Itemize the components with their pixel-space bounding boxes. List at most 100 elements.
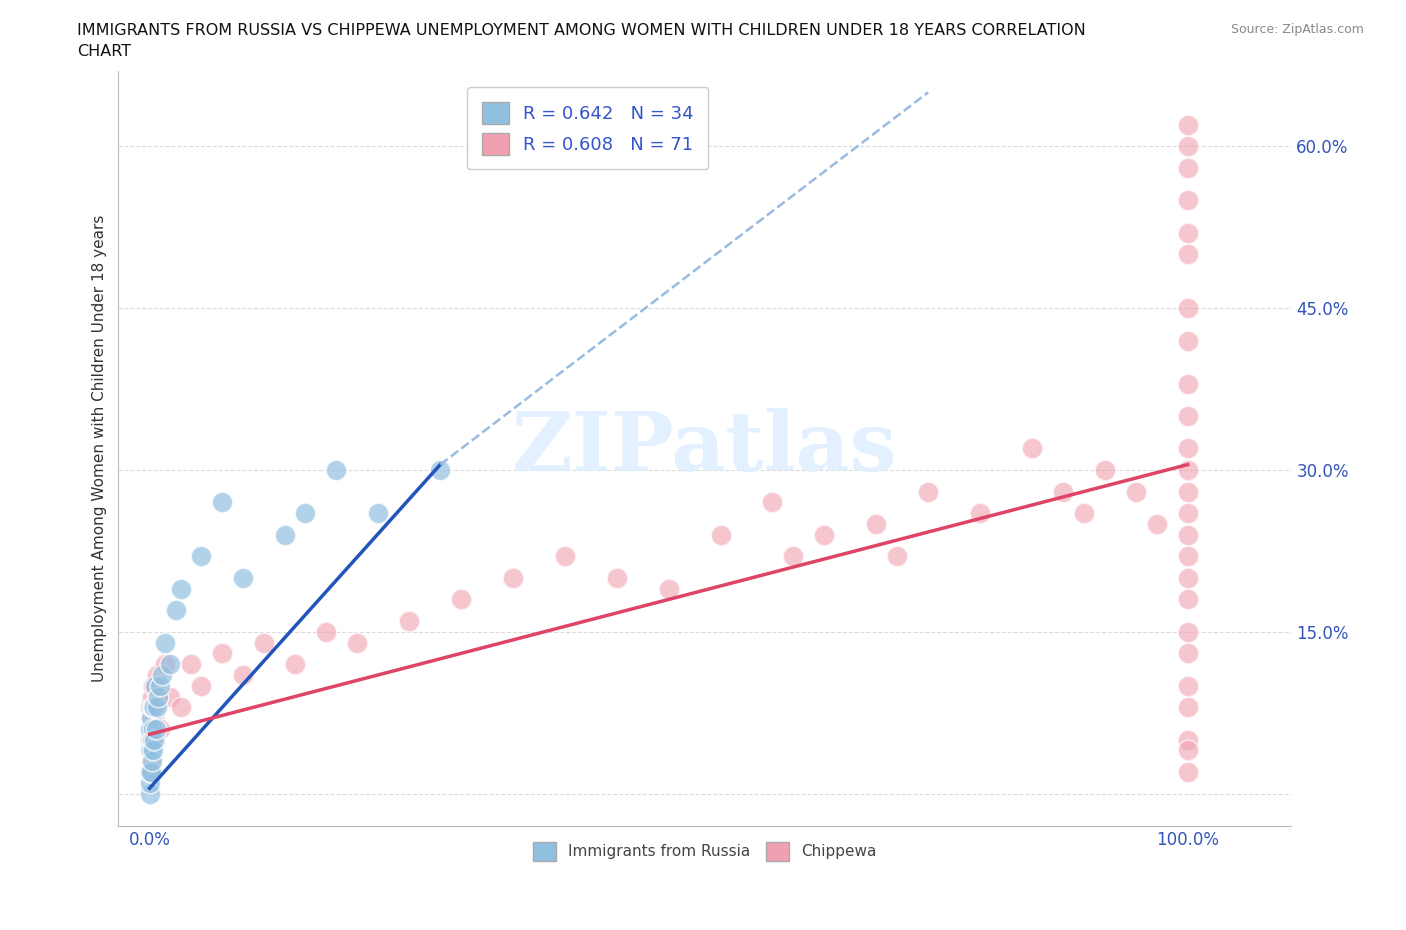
Text: Source: ZipAtlas.com: Source: ZipAtlas.com (1230, 23, 1364, 36)
Point (180, 657, 202, 671)
Point (761, 495, 783, 510)
Point (606, 570, 628, 585)
Point (253, 635, 276, 650)
Point (159, 657, 181, 671)
Point (153, 657, 176, 671)
Point (141, 732, 163, 747)
Point (142, 722, 165, 737)
Point (1177, 161, 1199, 176)
Point (554, 549, 576, 564)
Point (138, 722, 160, 737)
Point (138, 786, 160, 801)
Point (782, 549, 804, 564)
Point (1177, 462, 1199, 477)
Point (1177, 527, 1199, 542)
Point (325, 462, 347, 477)
Point (143, 732, 166, 747)
Point (346, 635, 368, 650)
Point (150, 668, 173, 683)
Point (969, 506, 991, 521)
Point (139, 754, 162, 769)
Point (232, 668, 254, 683)
Point (1177, 225, 1199, 240)
Point (170, 581, 193, 596)
Point (1177, 193, 1199, 207)
Point (813, 527, 835, 542)
Point (138, 743, 160, 758)
Point (211, 646, 233, 661)
Point (1177, 732, 1199, 747)
Point (1177, 408, 1199, 423)
Point (190, 678, 212, 693)
Point (865, 516, 887, 531)
Point (142, 678, 165, 693)
Point (1177, 570, 1199, 585)
Point (142, 711, 165, 725)
Point (1177, 700, 1199, 715)
Point (141, 754, 163, 769)
Point (1052, 485, 1074, 499)
Point (153, 635, 176, 650)
Point (367, 506, 389, 521)
Point (450, 592, 472, 607)
Point (429, 462, 451, 477)
Point (398, 614, 420, 629)
Point (142, 743, 165, 758)
Point (190, 549, 212, 564)
Point (138, 764, 160, 779)
Point (1177, 300, 1199, 315)
Point (141, 700, 163, 715)
Point (1177, 246, 1199, 261)
Point (273, 527, 295, 542)
Point (141, 732, 163, 747)
Point (149, 678, 172, 693)
Point (139, 764, 162, 779)
Point (142, 722, 165, 737)
Point (165, 603, 187, 618)
Point (284, 657, 307, 671)
Text: ZIPatlas: ZIPatlas (512, 408, 897, 488)
Point (232, 570, 254, 585)
Point (143, 678, 166, 693)
Point (658, 581, 681, 596)
Text: IMMIGRANTS FROM RUSSIA VS CHIPPEWA UNEMPLOYMENT AMONG WOMEN WITH CHILDREN UNDER : IMMIGRANTS FROM RUSSIA VS CHIPPEWA UNEMP… (77, 23, 1085, 38)
Point (1125, 485, 1147, 499)
Point (1177, 139, 1199, 153)
Point (145, 700, 167, 715)
Point (145, 722, 167, 737)
Point (139, 711, 162, 725)
Text: CHART: CHART (77, 44, 131, 59)
Point (142, 732, 165, 747)
Point (146, 689, 169, 704)
Point (1177, 646, 1199, 661)
Point (1177, 333, 1199, 348)
Point (1073, 506, 1095, 521)
Point (1094, 462, 1116, 477)
Point (1177, 678, 1199, 693)
Point (917, 485, 939, 499)
Point (211, 495, 233, 510)
Point (315, 624, 337, 639)
Point (170, 700, 193, 715)
Point (1021, 441, 1043, 456)
Point (1177, 549, 1199, 564)
Point (1177, 377, 1199, 392)
Point (149, 722, 172, 737)
Point (138, 764, 160, 779)
Point (1177, 764, 1199, 779)
Point (139, 711, 162, 725)
Point (1177, 485, 1199, 499)
Legend: Immigrants from Russia, Chippewa: Immigrants from Russia, Chippewa (523, 831, 887, 871)
Point (1177, 441, 1199, 456)
Point (1177, 624, 1199, 639)
Point (138, 776, 160, 790)
Point (142, 700, 165, 715)
Point (886, 549, 908, 564)
Point (502, 570, 524, 585)
Point (1177, 506, 1199, 521)
Point (138, 700, 160, 715)
Point (294, 506, 316, 521)
Point (146, 689, 169, 704)
Point (1177, 743, 1199, 758)
Point (141, 689, 163, 704)
